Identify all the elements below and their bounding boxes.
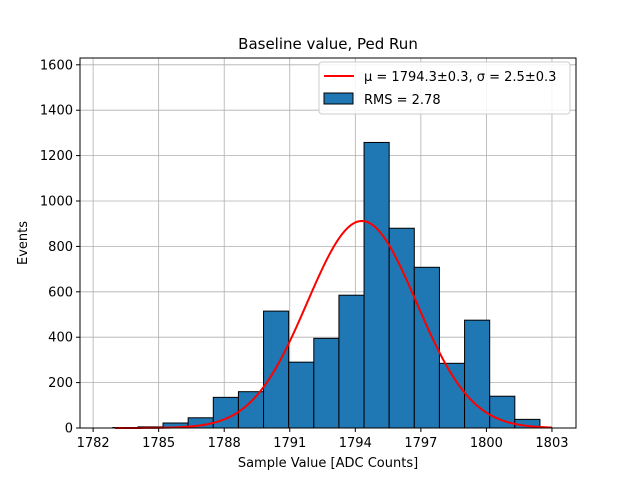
fit-curve-line (114, 219, 552, 429)
legend-box (318, 61, 571, 115)
x-axis-label: Sample Value [ADC Counts] (238, 456, 418, 471)
y-tick-label: 1000 (40, 195, 73, 210)
x-tick-label: 1782 (77, 436, 110, 451)
x-tick-label: 1797 (404, 436, 437, 451)
y-tick-label: 1600 (40, 58, 73, 73)
x-tick-label: 1803 (535, 436, 568, 451)
histogram-bars (112, 141, 541, 429)
x-tick-label: 1785 (142, 436, 175, 451)
y-tick-label: 600 (48, 285, 73, 300)
histogram-bar (212, 396, 239, 429)
chart-title: Baseline value, Ped Run (238, 35, 418, 53)
histogram-bar (413, 266, 440, 429)
histogram-bar (388, 227, 415, 429)
y-axis-ticks: 0 200 400 600 800 1000 1200 1400 1600 (40, 58, 80, 437)
plot-frame (79, 57, 577, 429)
y-tick-label: 200 (48, 376, 73, 391)
legend-fit-label: μ = 1794.3±0.3, σ = 2.5±0.3 (364, 70, 556, 85)
x-axis-ticks: 1782 1785 1788 1791 1794 1797 1800 1803 (77, 428, 569, 451)
y-tick-label: 1200 (40, 149, 73, 164)
histogram-bar (313, 337, 340, 429)
legend-hist-label: RMS = 2.78 (364, 93, 441, 108)
y-axis-label: Events (16, 221, 31, 265)
y-tick-label: 0 (65, 422, 73, 437)
histogram-bar (438, 362, 466, 429)
legend: μ = 1794.3±0.3, σ = 2.5±0.3 RMS = 2.78 (318, 61, 571, 115)
legend-hist-swatch (323, 92, 354, 105)
x-tick-label: 1800 (470, 436, 503, 451)
histogram-bar (338, 294, 365, 429)
histogram-bar (288, 361, 315, 429)
histogram-bar (363, 141, 390, 429)
y-tick-label: 800 (48, 240, 73, 255)
gaussian-fit-curve (114, 219, 552, 429)
x-tick-label: 1794 (339, 436, 372, 451)
x-tick-label: 1788 (208, 436, 241, 451)
x-tick-label: 1791 (273, 436, 306, 451)
y-tick-label: 1400 (40, 104, 73, 119)
y-tick-label: 400 (48, 331, 73, 346)
